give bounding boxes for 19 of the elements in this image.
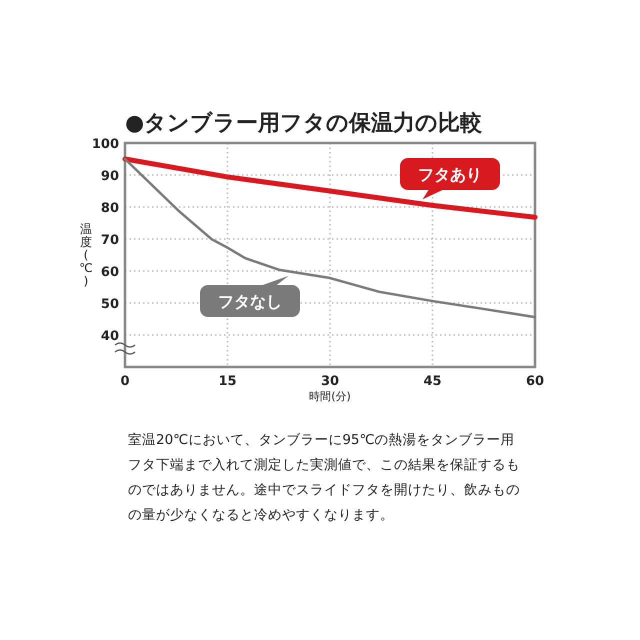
y-tick-label: 70 xyxy=(100,233,119,248)
y-axis-title: 温度(℃) xyxy=(79,222,93,288)
chart-title: ●タンブラー用フタの保温力の比較 xyxy=(125,111,484,136)
x-tick-label: 60 xyxy=(526,374,544,389)
y-tick-label: 90 xyxy=(100,169,119,184)
x-axis-title: 時間(分) xyxy=(309,390,351,403)
x-tick-label: 45 xyxy=(423,374,442,389)
y-tick-label: 40 xyxy=(100,329,119,344)
series-label: フタあり xyxy=(418,165,482,184)
y-tick-label: 100 xyxy=(92,137,119,152)
x-tick-label: 30 xyxy=(320,374,340,389)
text: 室温20℃において、タンブラーに95℃の熱湯をタンブラー用フタ下端まで入れて測定した実測値で、この結果を保証するものではありません。途中でスライドフタを開けたり、飲みものの量が少なくなると冷めやすくなります。 xyxy=(128,431,521,525)
x-tick-label: 15 xyxy=(218,374,237,389)
y-tick-label: 80 xyxy=(100,201,119,216)
legend-label: フタなし xyxy=(218,292,282,311)
line-series xyxy=(124,158,536,318)
x-tick-label: 0 xyxy=(120,374,130,389)
y-tick-label: 60 xyxy=(100,265,119,280)
y-tick-label: 50 xyxy=(100,297,119,312)
